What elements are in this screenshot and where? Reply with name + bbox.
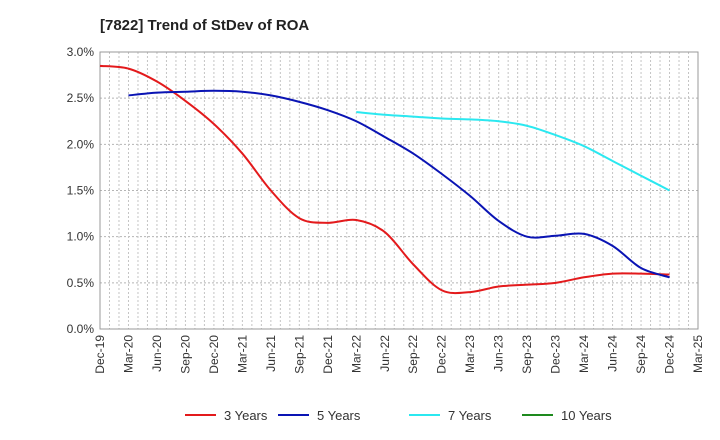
legend-label-10-years: 10 Years bbox=[561, 408, 612, 423]
x-tick-label: Dec-21 bbox=[321, 335, 335, 374]
series-line-5-years bbox=[128, 89, 670, 279]
x-tick-label: Dec-19 bbox=[93, 335, 107, 374]
x-tick-label: Mar-24 bbox=[577, 335, 591, 373]
chart-title: [7822] Trend of StDev of ROA bbox=[100, 17, 309, 34]
x-tick-label: Dec-20 bbox=[207, 335, 221, 374]
x-tick-label: Dec-24 bbox=[663, 335, 677, 374]
x-tick-label: Jun-24 bbox=[606, 335, 620, 372]
x-tick-label: Mar-22 bbox=[349, 335, 363, 373]
series-line-3-years bbox=[99, 64, 670, 295]
series-lines bbox=[99, 64, 670, 295]
x-tick-label: Sep-23 bbox=[520, 335, 534, 374]
grid bbox=[99, 51, 699, 330]
x-tick-label: Dec-23 bbox=[549, 335, 563, 374]
y-tick-label: 0.5% bbox=[67, 276, 95, 290]
x-tick-label: Sep-24 bbox=[634, 335, 648, 374]
x-tick-label: Mar-21 bbox=[235, 335, 249, 373]
x-tick-label: Sep-20 bbox=[178, 335, 192, 374]
legend: 3 Years 5 Years 7 Years 10 Years bbox=[185, 408, 612, 423]
series-line-7-years bbox=[356, 111, 670, 192]
x-tick-label: Jun-20 bbox=[150, 335, 164, 372]
y-tick-label: 2.0% bbox=[67, 137, 95, 151]
x-tick-label: Dec-22 bbox=[435, 335, 449, 374]
x-tick-label: Sep-22 bbox=[406, 335, 420, 374]
y-tick-label: 1.0% bbox=[67, 230, 95, 244]
x-tick-label: Sep-21 bbox=[292, 335, 306, 374]
legend-label-3-years: 3 Years bbox=[224, 408, 268, 423]
x-axis-ticks: Dec-19 Mar-20 Jun-20 Sep-20 Dec-20 Mar-21 Jun-… bbox=[93, 335, 705, 374]
y-axis-ticks: 0.0% 0.5% 1.0% 1.5% 2.0% 2.5% 3.0% bbox=[67, 45, 95, 336]
x-tick-label: Jun-23 bbox=[492, 335, 506, 372]
x-tick-label: Mar-20 bbox=[121, 335, 135, 373]
x-tick-label: Jun-21 bbox=[264, 335, 278, 372]
y-tick-label: 0.0% bbox=[67, 322, 95, 336]
x-tick-label: Jun-22 bbox=[378, 335, 392, 372]
y-tick-label: 1.5% bbox=[67, 184, 95, 198]
y-tick-label: 2.5% bbox=[67, 91, 95, 105]
legend-label-5-years: 5 Years bbox=[317, 408, 361, 423]
legend-label-7-years: 7 Years bbox=[448, 408, 492, 423]
plot-area bbox=[99, 51, 699, 330]
x-tick-label: Mar-25 bbox=[691, 335, 705, 373]
y-tick-label: 3.0% bbox=[67, 45, 95, 59]
x-tick-label: Mar-23 bbox=[463, 335, 477, 373]
